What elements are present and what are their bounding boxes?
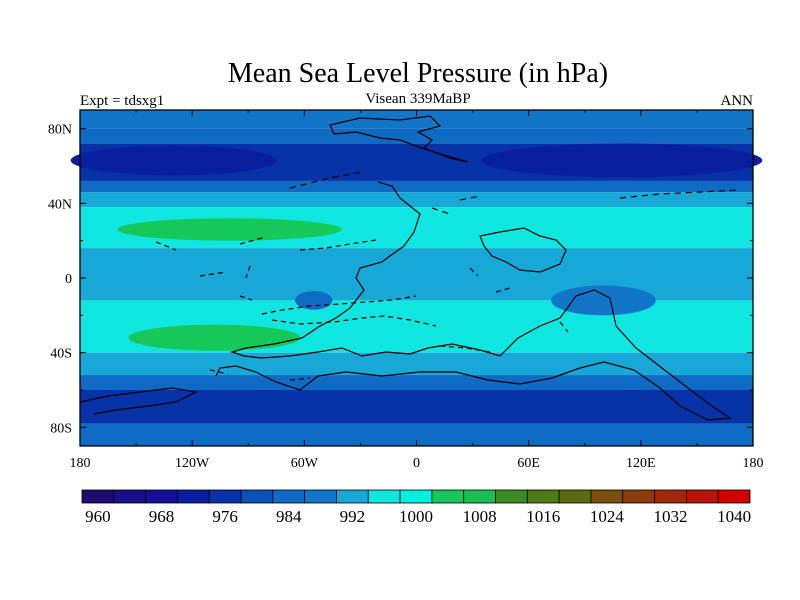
colorbar-swatch (367, 489, 401, 504)
colorbar-swatch (654, 489, 687, 504)
x-axis: 180 120W 60W 0 60E 120E 180 (70, 110, 764, 471)
colorbar-label: 968 (149, 507, 175, 526)
x-tick-label: 60W (291, 456, 319, 471)
colorbar-swatch (208, 489, 242, 504)
x-tick-label: 60E (517, 456, 540, 471)
x-tick-label: 0 (413, 456, 420, 471)
x-tick-label: 180 (70, 456, 91, 471)
colorbar-swatch (272, 489, 306, 504)
colorbar-label: 1024 (590, 507, 625, 526)
colorbar-label: 992 (340, 507, 366, 526)
colorbar-swatch (685, 489, 719, 504)
season-label: ANN (721, 93, 754, 109)
colorbar-swatch (399, 489, 433, 504)
colorbar-label: 984 (276, 507, 302, 526)
colorbar-label: 1016 (526, 507, 560, 526)
pressure-band-11 (80, 423, 753, 446)
pressure-low-5 (551, 285, 656, 316)
colorbar-swatch (463, 489, 496, 504)
colorbar-swatch (145, 489, 178, 504)
pressure-band-8 (80, 352, 753, 376)
y-axis: 80N 40N 0 40S 80S (48, 123, 753, 436)
colorbar-swatch (431, 489, 465, 504)
y-tick-label: 40S (50, 347, 72, 362)
x-tick-label: 180 (743, 456, 764, 471)
colorbar-swatch (304, 489, 337, 504)
contour-map (70, 110, 763, 446)
experiment-label: Expt = tdsxg1 (80, 93, 164, 109)
y-tick-label: 80S (50, 421, 72, 436)
colorbar-label: 1040 (717, 507, 751, 526)
pressure-band-6 (80, 248, 753, 301)
colorbar-label: 1000 (399, 507, 433, 526)
colorbar-swatch (526, 489, 560, 504)
x-tick-label: 120W (175, 456, 210, 471)
pressure-band-10 (80, 390, 753, 424)
colorbar-label: 960 (85, 507, 111, 526)
pressure-high-0 (117, 218, 342, 241)
pressure-low-4 (294, 291, 333, 310)
pressure-low-3 (481, 143, 763, 178)
pressure-band-3 (80, 180, 753, 193)
colorbar-label: 1008 (463, 507, 497, 526)
colorbar-swatch (336, 489, 369, 504)
colorbar-swatch (240, 489, 274, 504)
colorbar-swatch (495, 489, 528, 504)
colorbar-swatch (717, 489, 751, 504)
chart-title: Mean Sea Level Pressure (in hPa) (228, 58, 608, 89)
coastline-main (215, 181, 732, 421)
colorbar-swatch (113, 489, 147, 504)
pressure-band-9 (80, 375, 753, 390)
pressure-band-0 (80, 110, 753, 129)
pressure-high-1 (128, 324, 301, 351)
colorbar-swatch (177, 489, 210, 504)
colorbar-swatch (590, 489, 624, 504)
pressure-band-4 (80, 192, 753, 208)
colorbar-swatch (622, 489, 655, 504)
island-chain-central (155, 237, 437, 327)
coastline-north (329, 115, 469, 163)
coastline-southwest (79, 387, 198, 415)
colorbar-label: 976 (212, 507, 238, 526)
island-chain-south (209, 267, 569, 381)
colorbar: 960 968 976 984 992 1000 1008 1016 1024 1032 1040 (81, 489, 751, 526)
period-label: Visean 339MaBP (365, 91, 470, 107)
x-tick-label: 120E (626, 456, 656, 471)
pressure-low-2 (70, 145, 277, 176)
y-tick-label: 0 (65, 272, 72, 287)
y-tick-label: 80N (48, 123, 72, 138)
pressure-band-1 (80, 128, 753, 144)
colorbar-swatch (558, 489, 592, 504)
coastline-east (479, 227, 567, 273)
y-tick-label: 40N (48, 197, 72, 212)
colorbar-label: 1032 (653, 507, 687, 526)
colorbar-swatch (81, 489, 115, 504)
continent-outlines (79, 115, 741, 421)
